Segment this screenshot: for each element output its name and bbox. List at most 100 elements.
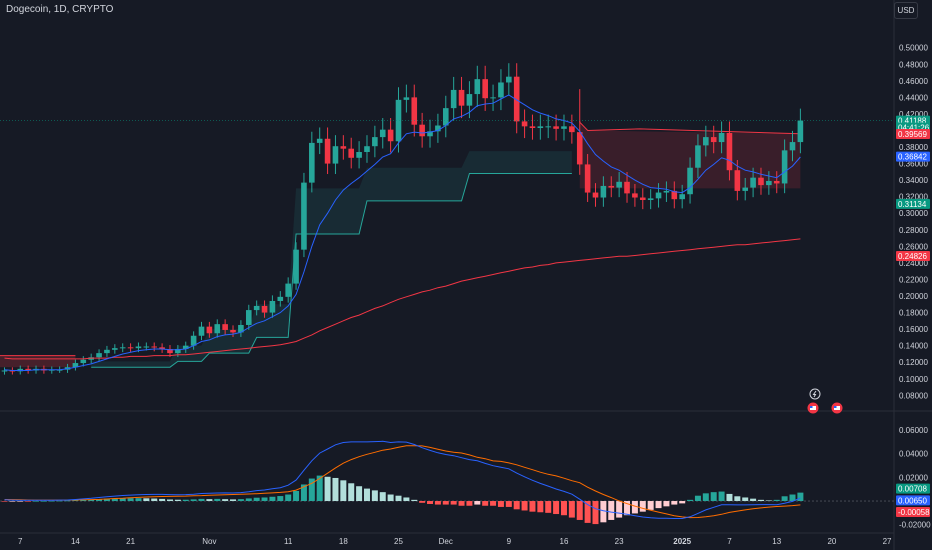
candle-body xyxy=(474,79,481,95)
macd-hist-bar xyxy=(624,501,631,516)
candle-body xyxy=(734,170,741,191)
macd-hist-bar xyxy=(174,499,181,502)
candle-body xyxy=(750,177,756,188)
candle-body xyxy=(773,180,780,184)
macd-label-box xyxy=(896,495,930,506)
macd-hist-bar xyxy=(48,500,55,502)
candle-body xyxy=(340,146,347,149)
price-tick-label: 0.42000 xyxy=(899,110,928,119)
price-tick-label: 0.50000 xyxy=(899,44,928,53)
candle-body xyxy=(506,76,512,83)
macd-hist-bar xyxy=(529,501,536,512)
candle-body xyxy=(127,347,134,349)
us-flag-icon[interactable] xyxy=(831,402,843,414)
macd-hist-bar xyxy=(190,499,197,502)
macd-hist-bar xyxy=(663,501,670,507)
candle-body xyxy=(639,197,646,201)
macd-hist-bar xyxy=(797,492,804,502)
macd-hist-bar xyxy=(356,486,363,502)
candle-body xyxy=(490,97,496,99)
macd-hist-bar xyxy=(789,494,796,502)
macd-hist-bar xyxy=(245,498,252,502)
candle-body xyxy=(521,121,528,127)
candle-body xyxy=(569,126,575,133)
time-tick-label: Nov xyxy=(202,537,216,546)
candle-body xyxy=(671,190,678,200)
candle-body xyxy=(797,120,804,143)
macd-hist-bar xyxy=(96,499,103,502)
candle-body xyxy=(600,185,607,198)
macd-hist-bar xyxy=(222,499,229,502)
green-cloud-line xyxy=(91,173,572,368)
candle-body xyxy=(545,126,552,128)
currency-button[interactable]: USD xyxy=(894,2,918,19)
candle-body xyxy=(104,349,110,354)
price-tick-label: 0.32000 xyxy=(899,193,928,202)
macd-hist-bar xyxy=(765,500,772,502)
macd-hist-bar xyxy=(214,498,221,502)
event-markers[interactable] xyxy=(807,388,843,414)
candle-body xyxy=(230,329,236,333)
candle-body xyxy=(135,346,142,349)
macd-hist-bar xyxy=(442,501,449,505)
macd-hist-bar xyxy=(340,480,347,502)
candle-body xyxy=(1,370,8,372)
time-tick-label: 11 xyxy=(284,537,293,546)
candle-body xyxy=(442,108,449,126)
macd-hist-bar xyxy=(505,501,512,507)
time-axis[interactable]: 7 14 21 Nov 11 18 25 Dec 9 16 23 2025 7 13 20 27 xyxy=(18,537,892,546)
price-tick-label: 0.08000 xyxy=(899,391,928,400)
macd-hist-bar xyxy=(17,501,24,502)
lightning-icon[interactable] xyxy=(809,388,821,400)
macd-hist-bar xyxy=(576,501,583,520)
candle-body xyxy=(450,89,457,109)
price-tick-label: 0.46000 xyxy=(899,77,928,86)
price-label: 0.31134 xyxy=(898,200,927,209)
candle-body xyxy=(9,370,16,372)
price-tick-label: 0.18000 xyxy=(899,309,928,318)
price-label: 0.24826 xyxy=(898,252,927,261)
macd-hist-bar xyxy=(253,497,260,502)
candle-body xyxy=(766,180,772,186)
price-label: 0.39569 xyxy=(898,130,927,139)
macd-hist-bar xyxy=(458,501,465,506)
price-label-box xyxy=(896,129,930,140)
macd-hist-bar xyxy=(127,498,134,502)
price-label-box xyxy=(896,151,930,162)
macd-tick-label: 0.02000 xyxy=(899,473,928,482)
time-tick-label: Dec xyxy=(439,537,453,546)
macd-hist-bar xyxy=(584,501,591,523)
flag-icon-body xyxy=(834,406,840,410)
macd-hist-bar xyxy=(261,497,268,502)
candle-body xyxy=(261,305,268,313)
macd-hist-bar xyxy=(616,501,623,518)
candle-body xyxy=(584,164,591,193)
macd-hist-bar xyxy=(198,498,205,502)
macd-hist-bar xyxy=(757,499,764,502)
time-tick-label: 7 xyxy=(18,537,23,546)
macd-hist-bar xyxy=(718,491,725,502)
macd-hist-bar xyxy=(316,475,323,502)
macd-hist-bar xyxy=(300,484,307,502)
macd-hist-bar xyxy=(269,496,276,502)
candle-body xyxy=(198,326,205,336)
macd-hist-bar xyxy=(206,499,213,502)
macd-hist-bar xyxy=(25,501,32,502)
candle-body xyxy=(324,138,331,164)
candle-body xyxy=(419,124,425,137)
macd-hist-bar xyxy=(474,501,481,505)
macd-hist-bar xyxy=(679,501,686,504)
price-tick-label: 0.26000 xyxy=(899,242,928,251)
macd-hist-bar xyxy=(773,499,780,502)
price-tick-label: 0.30000 xyxy=(899,209,928,218)
ema-slow-line xyxy=(4,238,801,360)
macd-hist-bar xyxy=(600,501,607,523)
price-label-box xyxy=(896,198,930,209)
candle-body xyxy=(695,145,701,168)
price-axis[interactable]: 0.500000.480000.460000.440000.420000.400… xyxy=(0,44,931,530)
green-cloud xyxy=(91,151,572,368)
us-flag-icon[interactable] xyxy=(807,402,819,414)
price-tick-label: 0.22000 xyxy=(899,275,928,284)
candle-body xyxy=(608,185,615,188)
